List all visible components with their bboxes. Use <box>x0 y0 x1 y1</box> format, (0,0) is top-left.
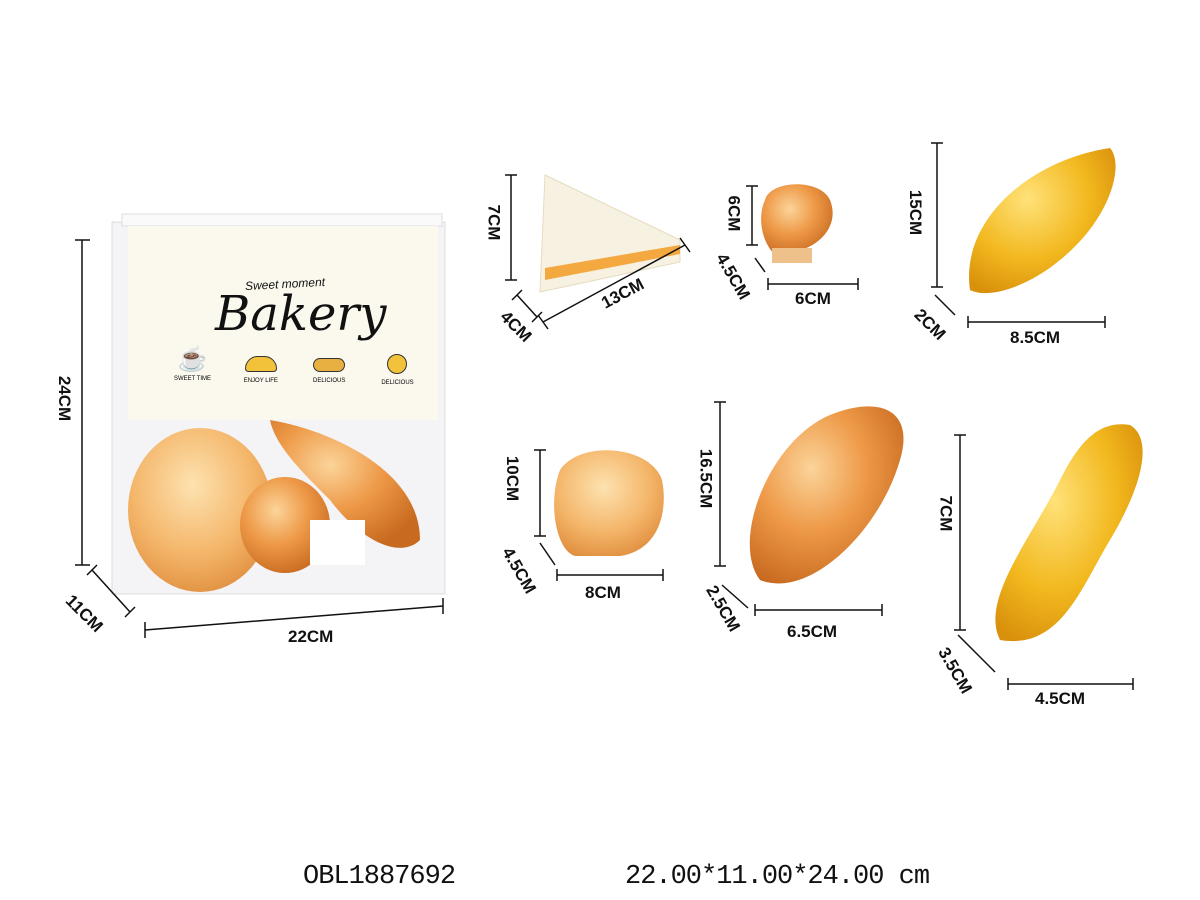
bun-height-label: 10CM <box>503 455 523 502</box>
bun-width-label: 8CM <box>585 583 621 602</box>
croissant-width-label: 8.5CM <box>1010 328 1061 347</box>
bag-icon-item: DELICIOUS <box>302 348 357 386</box>
package-size: 22.00*11.00*24.00 cm <box>625 862 930 892</box>
baguette <box>749 406 904 584</box>
sandwich <box>539 174 681 293</box>
bag-icon-item: ENJOY LIFE <box>233 348 288 386</box>
baguette-height-label: 16.5CM <box>696 448 716 509</box>
sandwich-height-label: 7CM <box>484 204 504 241</box>
bag-icon-row: ☕ SWEET TIME ENJOY LIFE DELICIOUS DELICIO… <box>165 348 425 387</box>
muffin <box>761 184 833 255</box>
muffin-height-label: 6CM <box>724 195 744 232</box>
burger-bun <box>554 450 664 556</box>
croissant-icon <box>244 356 277 372</box>
bag-icon-item: DELICIOUS <box>370 348 425 386</box>
bag-icon-item: ☕ SWEET TIME <box>165 348 220 386</box>
coffee-cup-icon: ☕ <box>177 346 208 373</box>
braid-height-label: 7CM <box>936 495 956 532</box>
croissant-height-label: 15CM <box>906 189 926 236</box>
bread-loaf-icon <box>313 358 346 372</box>
braid-width-label: 4.5CM <box>1035 689 1086 708</box>
muffin-width-label: 6CM <box>795 289 831 308</box>
dimension-lines <box>75 142 1134 690</box>
bag-width-label: 22CM <box>288 627 334 646</box>
product-sku: OBL1887692 <box>303 862 456 892</box>
braid <box>995 424 1143 642</box>
cinnamon-roll-icon <box>387 354 408 374</box>
bag-height-label: 24CM <box>55 375 75 422</box>
bakery-bag <box>111 213 446 595</box>
baguette-width-label: 6.5CM <box>787 622 838 641</box>
bag-title: Bakery <box>215 286 387 342</box>
croissant <box>969 148 1116 294</box>
